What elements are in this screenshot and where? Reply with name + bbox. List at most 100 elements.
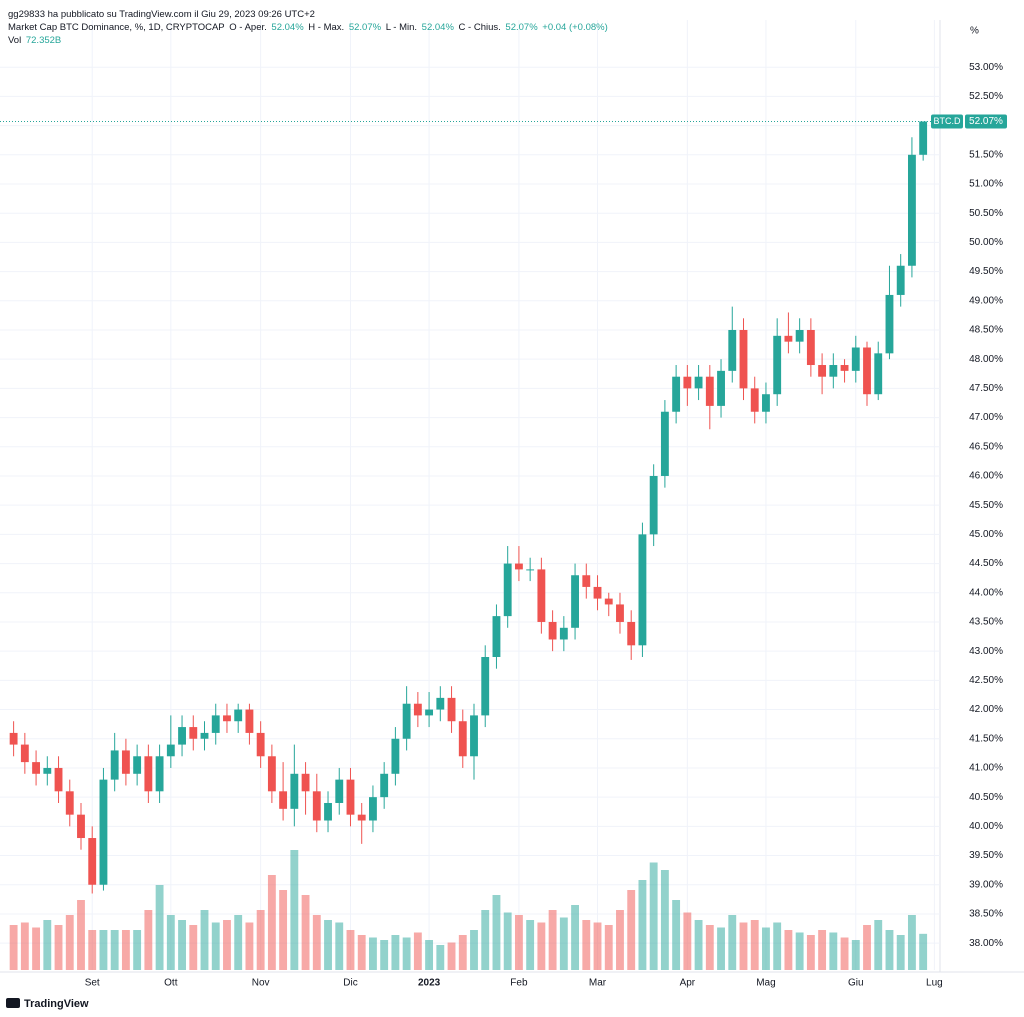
volume-bar [43, 920, 52, 970]
candle-body [851, 347, 860, 371]
volume-bar [312, 915, 321, 970]
y-tick-label: 46.50% [969, 441, 1003, 452]
volume-bar [346, 930, 355, 970]
y-tick-label: 39.50% [969, 850, 1003, 861]
x-tick-label: Mar [589, 978, 607, 989]
volume-bar [133, 930, 142, 970]
candle-body [279, 791, 288, 809]
x-tick-label: Dic [343, 978, 357, 989]
candle-body [548, 621, 557, 640]
y-tick-label: 40.50% [969, 792, 1003, 803]
brand: TradingView [24, 998, 89, 1010]
candle-body [683, 376, 692, 389]
y-tick-label: 50.50% [969, 208, 1003, 219]
volume-bar [537, 922, 546, 970]
y-tick-label: 53.00% [969, 62, 1003, 73]
volume-legend: Vol 72.352B [8, 34, 610, 47]
candle-body [571, 575, 579, 628]
volume-bar [335, 922, 344, 970]
volume-bar [144, 910, 153, 970]
candle-body [660, 411, 669, 476]
y-tick-label: 48.50% [969, 325, 1003, 336]
candle-body [32, 762, 41, 774]
volume-bar [166, 915, 175, 970]
volume-bar [874, 920, 883, 970]
y-tick-label: 52.50% [969, 91, 1003, 102]
last-label: BTC.D [934, 116, 962, 126]
volume-bar [627, 890, 636, 970]
candle-body [840, 365, 849, 371]
candle-body [54, 767, 63, 792]
y-tick-label: 43.50% [969, 617, 1003, 628]
candle-body [762, 394, 770, 412]
y-tick-label: 49.00% [969, 295, 1003, 306]
last-label-badge [931, 114, 963, 129]
candle-body [470, 715, 478, 757]
volume-bar [54, 925, 63, 970]
candle-body [436, 697, 445, 710]
volume-bar [267, 875, 276, 970]
y-tick-label: 44.50% [969, 558, 1003, 569]
volume-bar [32, 927, 41, 970]
volume-bar [20, 922, 29, 970]
volume-bar [593, 922, 602, 970]
candle-body [413, 703, 422, 716]
volume-bar [324, 920, 332, 970]
volume-bar [660, 870, 669, 970]
candle-body [458, 721, 467, 757]
volume-bar [728, 915, 737, 970]
candle-body [773, 335, 782, 395]
volume-bar [425, 940, 434, 970]
volume-bar [391, 935, 400, 970]
candle-body [616, 604, 624, 622]
x-tick-label: Lug [926, 978, 943, 989]
candle-body [121, 750, 130, 774]
x-tick-label: Nov [252, 978, 270, 989]
y-tick-label: 42.00% [969, 704, 1003, 715]
candle-body [200, 732, 209, 739]
y-tick-label: 38.00% [969, 938, 1003, 949]
volume-bar [750, 920, 759, 970]
x-tick-label: Mag [756, 978, 775, 989]
candle-body [189, 727, 198, 739]
candle-body [593, 586, 602, 599]
y-tick-label: 43.00% [969, 646, 1003, 657]
volume-bar [211, 922, 220, 970]
volume-bar [851, 940, 860, 970]
volume-bar [77, 900, 85, 970]
volume-bar [470, 930, 478, 970]
candle-body [795, 329, 804, 342]
volume-bar [762, 927, 770, 970]
candle-body [256, 732, 265, 757]
legend-label: C - Chius. [458, 22, 501, 33]
candle-body [234, 709, 243, 722]
volume-bar [290, 850, 299, 970]
candle-body [863, 347, 871, 395]
volume-bar [840, 937, 849, 970]
legend-value: 52.07% [348, 22, 382, 33]
y-tick-label: 48.00% [969, 354, 1003, 365]
volume-bar [301, 895, 310, 970]
volume-bar [907, 915, 916, 970]
last-value: 52.07% [969, 116, 1003, 127]
volume-value: 72.352B [25, 35, 62, 46]
candle-body [357, 814, 366, 821]
x-tick-label: Feb [510, 978, 528, 989]
volume-bar [492, 895, 501, 970]
volume-bar [806, 935, 815, 970]
volume-label: Vol [8, 35, 22, 46]
y-tick-label: 41.00% [969, 763, 1003, 774]
volume-bar [121, 930, 130, 970]
candle-body [447, 697, 456, 722]
candle-body [346, 779, 355, 815]
publisher: gg29833 ha pubblicato su TradingView.com… [8, 9, 315, 20]
volume-bars [9, 850, 928, 970]
candle-body [750, 388, 759, 412]
legend-label: H - Max. [308, 22, 345, 33]
y-tick-label: 45.50% [969, 500, 1003, 511]
volume-bar [896, 935, 905, 970]
volume-bar [245, 922, 254, 970]
